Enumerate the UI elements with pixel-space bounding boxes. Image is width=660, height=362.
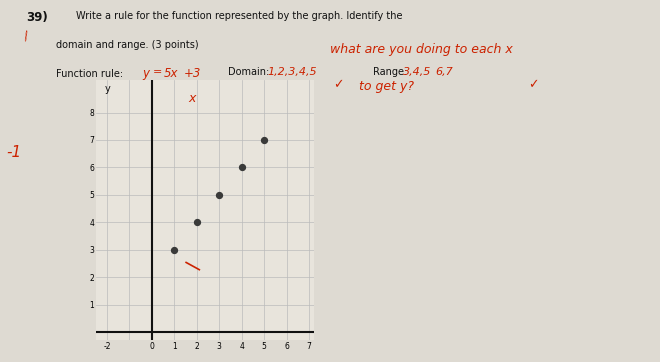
Text: Write a rule for the function represented by the graph. Identify the: Write a rule for the function represente…	[76, 11, 403, 21]
Text: y: y	[142, 67, 149, 80]
Text: -1: -1	[7, 145, 22, 160]
Text: /: /	[23, 29, 30, 42]
Text: y: y	[104, 84, 110, 93]
Text: 6,7: 6,7	[436, 67, 453, 77]
Text: ✓: ✓	[333, 78, 344, 91]
Text: 39): 39)	[26, 11, 48, 24]
Text: 3,4,5: 3,4,5	[403, 67, 431, 77]
Text: +3: +3	[183, 67, 201, 80]
Text: 1,2,3,4,5: 1,2,3,4,5	[267, 67, 317, 77]
Text: domain and range. (3 points): domain and range. (3 points)	[56, 40, 199, 50]
Text: what are you doing to each x: what are you doing to each x	[330, 43, 513, 56]
Text: =: =	[153, 67, 162, 77]
Text: ✓: ✓	[528, 78, 539, 91]
Text: x: x	[188, 92, 195, 105]
Point	[191, 219, 202, 225]
Point	[169, 247, 180, 253]
Text: Domain:: Domain:	[228, 67, 269, 77]
Point	[259, 137, 269, 143]
Text: Function rule:: Function rule:	[56, 69, 123, 79]
Text: 5x: 5x	[164, 67, 178, 80]
Text: to get y?: to get y?	[343, 80, 414, 93]
Text: Range:: Range:	[373, 67, 407, 77]
Point	[214, 192, 224, 198]
Point	[236, 165, 247, 171]
